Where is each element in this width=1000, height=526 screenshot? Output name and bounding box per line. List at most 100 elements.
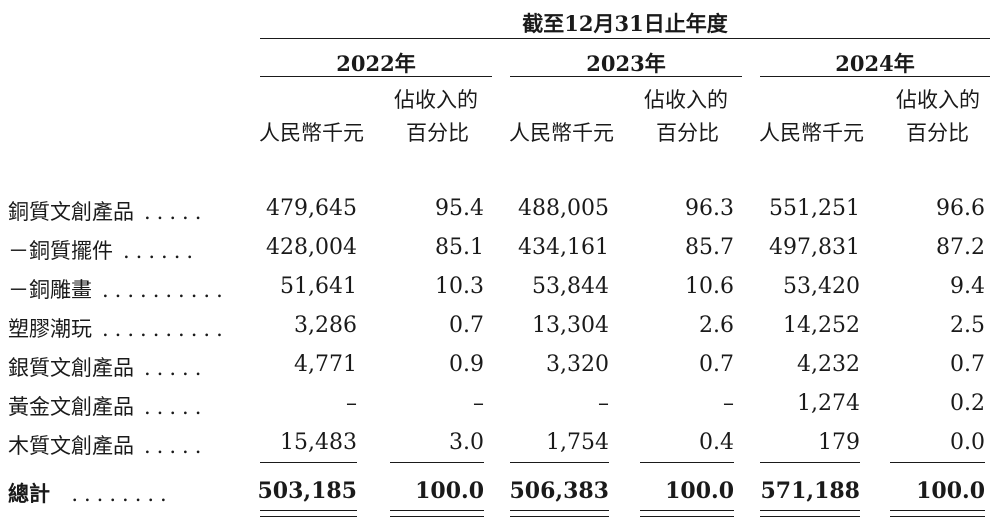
row-leader-dots: ..... <box>144 200 208 224</box>
total-leader-dots: ........ <box>71 482 173 506</box>
cell-v2022: 51,641 <box>280 274 357 299</box>
cell-v2024: 179 <box>818 430 860 455</box>
cell-v2024: 4,232 <box>797 352 860 377</box>
total-double-rule-v2024 <box>760 510 860 517</box>
total-p2023: 100.0 <box>665 478 734 504</box>
subtotal-rule-v2023 <box>510 462 609 463</box>
cell-p2022: 85.1 <box>435 235 484 260</box>
row-leader-dots: .......... <box>102 317 229 341</box>
row-leader-dots: ...... <box>123 239 200 263</box>
year-header-2022: 2022年 <box>336 51 416 76</box>
cell-p2023: 96.3 <box>685 196 734 221</box>
row-label-text: 木質文創產品 <box>8 434 134 458</box>
col-pct-2023-line2: 百分比 <box>656 121 719 145</box>
cell-p2024: 0.2 <box>950 391 985 416</box>
cell-v2023: 53,844 <box>532 274 609 299</box>
cell-v2024: 551,251 <box>769 196 860 221</box>
cell-p2022: – <box>473 391 484 416</box>
cell-v2022: – <box>346 391 357 416</box>
row-label-text: 黃金文創產品 <box>8 395 134 419</box>
subtotal-rule-p2024 <box>890 462 985 463</box>
row-leader-dots: .......... <box>102 278 229 302</box>
cell-p2023: 0.4 <box>699 430 734 455</box>
row-label-text: 銀質文創產品 <box>8 356 134 380</box>
cell-v2023: 1,754 <box>546 430 609 455</box>
row-label-text: 塑膠潮玩 <box>8 317 92 341</box>
subtotal-rule-v2022 <box>260 462 357 463</box>
col-amount-2022: 人民幣千元 <box>259 121 364 145</box>
subtotal-rule-p2022 <box>390 462 484 463</box>
row-leader-dots: ..... <box>144 434 208 458</box>
cell-p2024: 87.2 <box>936 235 985 260</box>
col-pct-2024-line2: 百分比 <box>906 121 969 145</box>
total-double-rule-p2022 <box>390 510 484 517</box>
total-p2022: 100.0 <box>415 478 484 504</box>
total-double-rule-v2022 <box>260 510 357 517</box>
col-amount-2023: 人民幣千元 <box>509 121 614 145</box>
cell-p2022: 95.4 <box>435 196 484 221</box>
year-rule-2022 <box>260 76 492 77</box>
total-p2024: 100.0 <box>916 478 985 504</box>
col-pct-2023-line1: 佔收入的 <box>644 88 728 112</box>
cell-p2022: 0.7 <box>449 313 484 338</box>
total-double-rule-p2023 <box>640 510 734 517</box>
subtotal-rule-v2024 <box>760 462 860 463</box>
col-pct-2022-line2: 百分比 <box>406 121 469 145</box>
cell-v2022: 479,645 <box>266 196 357 221</box>
row-label: 黃金文創產品..... <box>8 391 207 421</box>
cell-p2022: 0.9 <box>449 352 484 377</box>
cell-p2023: 2.6 <box>699 313 734 338</box>
row-label: －銅質擺件...... <box>8 235 199 265</box>
cell-p2023: 10.6 <box>685 274 734 299</box>
cell-p2023: 85.7 <box>685 235 734 260</box>
total-label-text: 總計 <box>8 481 50 506</box>
col-amount-2024: 人民幣千元 <box>759 121 864 145</box>
subtotal-rule-p2023 <box>640 462 734 463</box>
cell-v2024: 14,252 <box>783 313 860 338</box>
cell-v2024: 1,274 <box>797 391 860 416</box>
row-leader-dots: ..... <box>144 356 208 380</box>
row-label-text: －銅雕畫 <box>8 278 92 302</box>
cell-v2022: 3,286 <box>294 313 357 338</box>
row-label: 銀質文創產品..... <box>8 352 207 382</box>
total-v2022: 503,185 <box>257 478 357 504</box>
row-label-text: －銅質擺件 <box>8 239 113 263</box>
total-v2024: 571,188 <box>760 478 860 504</box>
row-label: 銅質文創產品..... <box>8 196 207 226</box>
col-pct-2024-line1: 佔收入的 <box>896 88 980 112</box>
cell-v2023: 13,304 <box>532 313 609 338</box>
cell-v2022: 15,483 <box>280 430 357 455</box>
row-label: 木質文創產品..... <box>8 430 207 460</box>
row-label: －銅雕畫.......... <box>8 274 229 304</box>
cell-p2023: 0.7 <box>699 352 734 377</box>
cell-p2023: – <box>723 391 734 416</box>
cell-v2022: 428,004 <box>266 235 357 260</box>
col-pct-2022-line1: 佔收入的 <box>394 88 478 112</box>
cell-v2023: 488,005 <box>518 196 609 221</box>
cell-v2023: 434,161 <box>518 235 609 260</box>
cell-v2024: 53,420 <box>783 274 860 299</box>
year-header-2023: 2023年 <box>586 51 666 76</box>
row-label: 塑膠潮玩.......... <box>8 313 229 343</box>
row-label-text: 銅質文創產品 <box>8 200 134 224</box>
total-double-rule-p2024 <box>890 510 985 517</box>
period-rule <box>260 38 990 39</box>
cell-p2024: 2.5 <box>950 313 985 338</box>
cell-p2024: 0.7 <box>950 352 985 377</box>
total-label: 總計 ........ <box>8 478 173 508</box>
cell-p2022: 3.0 <box>449 430 484 455</box>
row-leader-dots: ..... <box>144 395 208 419</box>
year-header-2024: 2024年 <box>835 51 915 76</box>
year-rule-2024 <box>760 76 990 77</box>
cell-v2023: – <box>598 391 609 416</box>
cell-v2024: 497,831 <box>769 235 860 260</box>
cell-v2023: 3,320 <box>546 352 609 377</box>
total-v2023: 506,383 <box>509 478 609 504</box>
cell-p2022: 10.3 <box>435 274 484 299</box>
cell-p2024: 0.0 <box>950 430 985 455</box>
cell-p2024: 96.6 <box>936 196 985 221</box>
cell-p2024: 9.4 <box>950 274 985 299</box>
total-double-rule-v2023 <box>510 510 609 517</box>
year-rule-2023 <box>510 76 742 77</box>
cell-v2022: 4,771 <box>294 352 357 377</box>
